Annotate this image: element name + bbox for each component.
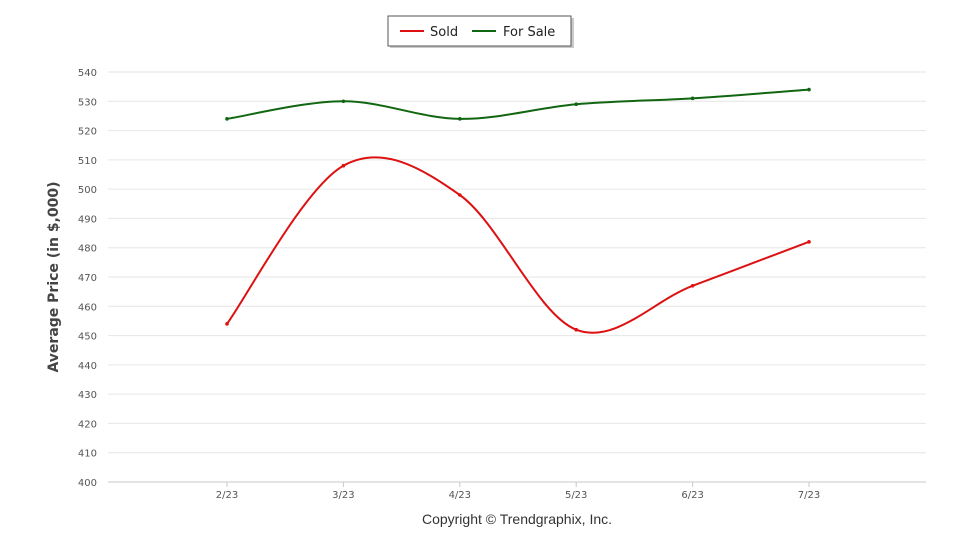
x-axis-ticks: 2/23 3/23 4/23 5/23 6/23 7/23 xyxy=(216,482,820,501)
y-tick-label: 410 xyxy=(78,449,97,460)
legend-label-for-sale: For Sale xyxy=(503,25,555,40)
data-point-for-sale xyxy=(690,96,695,101)
y-tick-label: 460 xyxy=(78,302,97,313)
data-point-for-sale xyxy=(458,117,462,121)
legend-label-sold: Sold xyxy=(430,25,458,40)
y-tick-label: 480 xyxy=(78,244,97,255)
y-tick-label: 430 xyxy=(78,390,97,401)
x-tick-label: 5/23 xyxy=(565,490,587,501)
y-tick-label: 450 xyxy=(78,332,97,343)
data-point-for-sale xyxy=(341,99,346,104)
x-tick-label: 6/23 xyxy=(681,490,703,501)
y-tick-label: 530 xyxy=(78,97,97,108)
y-tick-label: 420 xyxy=(78,419,97,430)
y-axis-ticks: 400 410 420 430 440 450 460 470 480 490 500 510 520 5… xyxy=(78,68,97,489)
y-axis-title: Average Price (in $,000) xyxy=(46,181,62,372)
y-tick-label: 520 xyxy=(78,127,97,138)
copyright-text: Copyright © Trendgraphix, Inc. xyxy=(422,511,612,527)
series-line-for-sale xyxy=(226,88,810,120)
y-tick-label: 470 xyxy=(78,273,97,284)
x-tick-label: 2/23 xyxy=(216,490,238,501)
legend: Sold For Sale xyxy=(387,15,574,48)
data-point-sold xyxy=(574,327,578,332)
data-point-sold xyxy=(341,163,346,168)
x-tick-label: 3/23 xyxy=(332,490,354,501)
data-point-for-sale xyxy=(807,87,811,92)
data-point-sold xyxy=(458,193,462,197)
data-point-sold xyxy=(807,240,811,244)
y-tick-label: 500 xyxy=(78,185,97,196)
series-line-sold xyxy=(226,156,810,334)
y-tick-label: 540 xyxy=(78,68,97,79)
series-lines xyxy=(225,87,811,334)
data-point-for-sale xyxy=(574,102,578,107)
y-tick-label: 510 xyxy=(78,156,97,167)
x-tick-label: 7/23 xyxy=(798,490,820,501)
data-point-sold xyxy=(690,283,695,288)
y-tick-label: 440 xyxy=(78,361,97,372)
data-point-for-sale xyxy=(225,117,229,121)
grid-lines xyxy=(108,71,926,454)
data-point-sold xyxy=(225,322,229,326)
y-tick-label: 490 xyxy=(78,214,97,225)
x-tick-label: 4/23 xyxy=(449,490,471,501)
y-tick-label: 400 xyxy=(78,478,97,489)
